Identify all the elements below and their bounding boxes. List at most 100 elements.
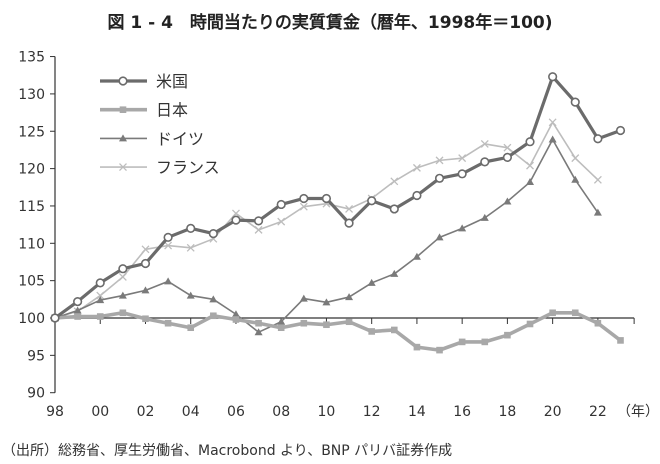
x-tick-label: 12 [363, 404, 381, 420]
data-point [594, 319, 602, 327]
y-tick-label: 110 [18, 236, 45, 252]
y-tick-label: 125 [18, 124, 45, 140]
data-point [164, 319, 172, 327]
y-tick-label: 90 [27, 386, 45, 402]
data-point [503, 197, 512, 205]
x-tick-label: 18 [498, 404, 516, 420]
data-point [548, 118, 557, 127]
y-tick-label: 100 [18, 311, 45, 327]
data-point [208, 228, 218, 239]
data-point [277, 324, 285, 332]
data-point [412, 252, 421, 260]
data-point [321, 193, 332, 204]
data-point [300, 319, 308, 327]
data-point [526, 161, 534, 170]
y-tick-label: 115 [18, 199, 45, 215]
y-tick-label: 130 [18, 87, 45, 103]
y-tick-label: 120 [18, 162, 45, 178]
data-point [458, 338, 466, 346]
x-tick-label: 14 [408, 404, 426, 420]
data-point [503, 143, 512, 152]
data-point [570, 97, 580, 107]
data-point [186, 243, 195, 252]
series-0 [50, 72, 626, 323]
data-point [96, 296, 105, 304]
data-point [277, 317, 286, 325]
data-point [412, 190, 422, 201]
data-point [95, 278, 105, 288]
x-tick-label: 08 [272, 404, 290, 420]
data-point [412, 163, 421, 172]
x-tick-label: 10 [318, 404, 336, 420]
y-tick-label: 105 [18, 274, 45, 290]
data-point [593, 134, 603, 144]
data-point [615, 125, 626, 136]
legend-label: 日本 [156, 101, 188, 120]
data-point [481, 338, 489, 346]
series-1 [51, 309, 624, 354]
x-axis-label: （年） [617, 404, 659, 420]
x-tick-label: 00 [91, 404, 109, 420]
data-point [526, 320, 534, 328]
data-point [96, 313, 104, 320]
data-point [480, 139, 489, 148]
data-point [571, 175, 580, 183]
data-point [389, 204, 399, 214]
data-point [571, 309, 579, 317]
data-point [480, 157, 490, 167]
data-point [548, 135, 557, 143]
data-point [276, 199, 286, 210]
data-point [119, 106, 127, 113]
x-tick-label: 98 [46, 404, 64, 420]
chart-title: 図 1 - 4 時間当たりの実質賃金（暦年、1998年＝100) [107, 13, 553, 33]
data-point [231, 215, 241, 225]
data-point [549, 309, 556, 317]
data-point [163, 232, 173, 242]
data-point [118, 291, 127, 299]
legend-label: ドイツ [156, 129, 204, 148]
data-point [593, 208, 602, 216]
y-tick-label: 95 [27, 348, 45, 364]
legend-label: 米国 [156, 72, 188, 91]
data-point [367, 196, 377, 206]
x-tick-label: 22 [589, 404, 607, 420]
data-point [119, 309, 127, 317]
data-point [436, 346, 443, 354]
data-point [504, 331, 511, 339]
data-point [209, 295, 218, 303]
data-point [231, 310, 240, 318]
data-point [548, 72, 558, 82]
data-point [74, 313, 81, 320]
data-point [458, 224, 467, 232]
legend-label: フランス [156, 158, 220, 177]
x-tick-label: 04 [182, 404, 200, 420]
data-point [186, 291, 195, 299]
data-point [210, 312, 217, 320]
data-point [164, 277, 173, 285]
data-point [73, 306, 82, 314]
data-point [255, 319, 262, 327]
y-tick-label: 135 [18, 50, 45, 66]
data-point [617, 337, 624, 344]
data-point [345, 293, 354, 301]
data-point [50, 313, 60, 323]
data-point [323, 321, 330, 329]
data-point [119, 163, 127, 172]
series-3 [51, 118, 602, 322]
data-point [434, 173, 445, 183]
data-point [118, 76, 128, 86]
data-point [344, 218, 354, 228]
x-tick-label: 02 [137, 404, 155, 420]
data-point [96, 291, 105, 300]
data-point [232, 316, 240, 323]
data-point [277, 217, 286, 226]
data-point [299, 193, 309, 204]
data-point [502, 152, 513, 162]
x-tick-label: 16 [453, 404, 471, 420]
data-point [322, 298, 331, 306]
data-point [254, 225, 263, 234]
data-point [413, 343, 421, 351]
data-point [118, 272, 127, 281]
data-point [345, 204, 354, 213]
